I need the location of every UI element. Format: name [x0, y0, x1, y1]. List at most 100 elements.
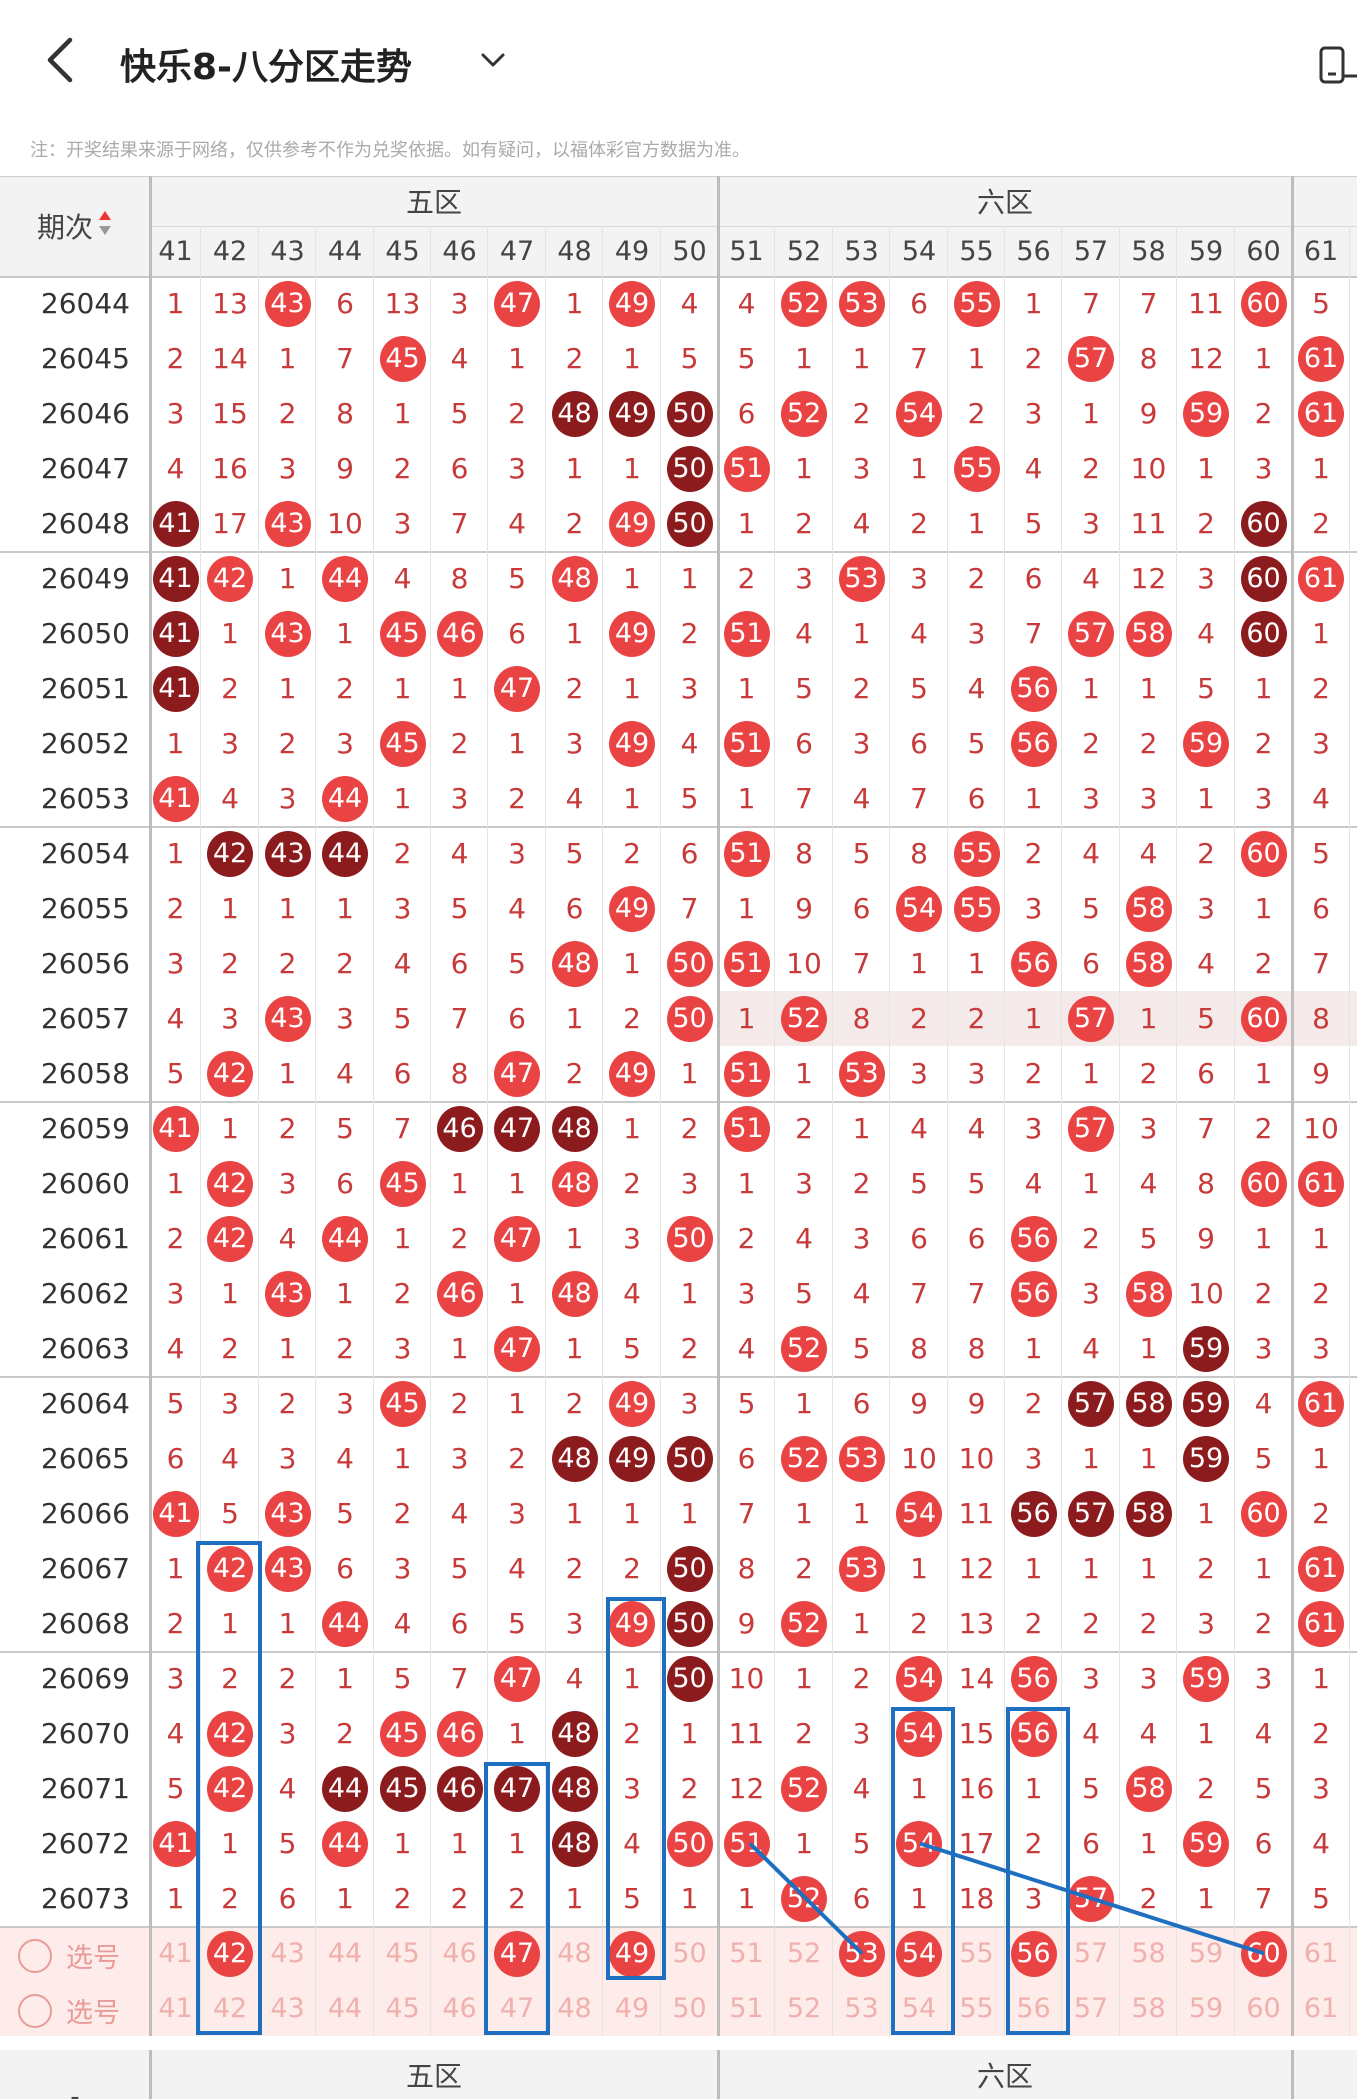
select-row-label[interactable]: 选号: [18, 1991, 120, 2030]
pick-number[interactable]: 51: [729, 1993, 764, 2024]
pick-cell[interactable]: 43: [259, 1926, 316, 1981]
pick-number[interactable]: 49: [614, 1993, 650, 2024]
miss-count: 2: [278, 727, 297, 760]
pick-cell[interactable]: 55: [948, 1926, 1005, 1981]
select-row-label[interactable]: 选号: [18, 1936, 120, 1975]
pick-cell[interactable]: 46: [431, 1926, 488, 1981]
pick-cell[interactable]: 48: [546, 1926, 603, 1981]
pick-number[interactable]: 45: [385, 1993, 420, 2024]
pick-number[interactable]: 48: [557, 1938, 592, 1969]
pick-number[interactable]: 41: [158, 1993, 193, 2024]
number-ball: 51: [723, 720, 770, 767]
pick-number[interactable]: 43: [270, 1938, 305, 1969]
pick-cell[interactable]: 60: [1235, 1981, 1292, 2036]
picked-ball[interactable]: 49: [609, 1930, 655, 1977]
pick-cell[interactable]: 49: [603, 1981, 661, 2036]
pick-number[interactable]: 45: [385, 1938, 420, 1969]
pick-cell[interactable]: 51: [718, 1981, 775, 2036]
pick-cell[interactable]: 42: [201, 1981, 259, 2036]
pick-cell[interactable]: 43: [259, 1981, 316, 2036]
miss-count: 4: [166, 452, 185, 485]
phone-icon[interactable]: [1318, 46, 1357, 86]
picked-ball[interactable]: 56: [1010, 1930, 1057, 1977]
pick-number[interactable]: 52: [786, 1993, 822, 2024]
pick-cell[interactable]: 44: [316, 1926, 374, 1981]
pick-cell[interactable]: 47: [488, 1981, 546, 2036]
select-radio[interactable]: [18, 1938, 52, 1973]
pick-cell[interactable]: 41: [150, 1981, 201, 2036]
pick-cell[interactable]: 59: [1177, 1981, 1235, 2036]
pick-number[interactable]: 57: [1073, 1938, 1109, 1969]
picked-ball[interactable]: 47: [494, 1930, 540, 1977]
pick-number[interactable]: 58: [1131, 1938, 1166, 1969]
pick-cell[interactable]: 55: [948, 1981, 1005, 2036]
pick-number[interactable]: 52: [786, 1938, 822, 1969]
pick-cell[interactable]: 52: [775, 1981, 833, 2036]
pick-cell[interactable]: 56: [1005, 1981, 1062, 2036]
back-arrow-icon[interactable]: [36, 30, 86, 90]
pick-cell[interactable]: 50: [661, 1981, 718, 2036]
pick-number[interactable]: 48: [557, 1993, 592, 2024]
pick-number[interactable]: 55: [959, 1993, 994, 2024]
picked-ball[interactable]: 53: [838, 1930, 885, 1977]
pick-number[interactable]: 42: [212, 1993, 248, 2024]
chevron-down-icon[interactable]: [478, 48, 508, 72]
pick-cell[interactable]: 56: [1005, 1926, 1062, 1981]
pick-number[interactable]: 59: [1188, 1938, 1224, 1969]
pick-cell[interactable]: 59: [1177, 1926, 1235, 1981]
pick-number[interactable]: 53: [844, 1993, 879, 2024]
pick-cell[interactable]: 45: [374, 1926, 431, 1981]
pick-number[interactable]: 46: [442, 1993, 477, 2024]
pick-number[interactable]: 56: [1016, 1993, 1051, 2024]
table-cell: 5: [316, 1486, 374, 1541]
pick-cell[interactable]: 54: [890, 1981, 948, 2036]
pick-number[interactable]: 50: [672, 1938, 707, 1969]
pick-cell[interactable]: 61: [1292, 1981, 1350, 2036]
picked-ball[interactable]: 54: [896, 1930, 942, 1977]
pick-number[interactable]: 47: [499, 1993, 535, 2024]
pick-cell[interactable]: 57: [1062, 1981, 1120, 2036]
pick-number[interactable]: 55: [959, 1938, 994, 1969]
sort-icon[interactable]: [97, 208, 113, 245]
pick-number[interactable]: 60: [1246, 1993, 1281, 2024]
number-ball: 54: [896, 1490, 942, 1537]
pick-cell[interactable]: 48: [546, 1981, 603, 2036]
pick-number[interactable]: 59: [1188, 1993, 1224, 2024]
pick-number[interactable]: 46: [442, 1938, 477, 1969]
pick-cell[interactable]: 46: [431, 1981, 488, 2036]
pick-cell[interactable]: 41: [150, 1926, 201, 1981]
pick-cell[interactable]: 42: [201, 1926, 259, 1981]
pick-cell[interactable]: 53: [833, 1926, 890, 1981]
pick-cell[interactable]: 53: [833, 1981, 890, 2036]
pick-cell[interactable]: 45: [374, 1981, 431, 2036]
pick-cell[interactable]: 54: [890, 1926, 948, 1981]
pick-number[interactable]: 61: [1303, 1993, 1339, 2024]
select-radio[interactable]: [18, 1993, 52, 2028]
pick-number[interactable]: 61: [1303, 1938, 1339, 1969]
pick-number[interactable]: 51: [729, 1938, 764, 1969]
pick-cell[interactable]: 44: [316, 1981, 374, 2036]
pick-cell[interactable]: 61: [1292, 1926, 1350, 1981]
picked-ball[interactable]: 60: [1240, 1930, 1287, 1977]
picked-ball[interactable]: 42: [207, 1930, 253, 1977]
pick-cell[interactable]: 60: [1235, 1926, 1292, 1981]
pick-number[interactable]: 41: [158, 1938, 193, 1969]
period-header[interactable]: 期次: [0, 176, 150, 276]
pick-cell[interactable]: 57: [1062, 1926, 1120, 1981]
pick-cell[interactable]: 52: [775, 1926, 833, 1981]
pick-number[interactable]: 58: [1131, 1993, 1166, 2024]
pick-cell[interactable]: 58: [1120, 1981, 1177, 2036]
pick-cell[interactable]: 49: [603, 1926, 661, 1981]
pick-cell[interactable]: 58: [1120, 1926, 1177, 1981]
pick-number[interactable]: 44: [327, 1993, 363, 2024]
pick-cell[interactable]: 51: [718, 1926, 775, 1981]
pick-number[interactable]: 54: [901, 1993, 937, 2024]
pick-number[interactable]: 50: [672, 1993, 707, 2024]
pick-number[interactable]: 43: [270, 1993, 305, 2024]
table-cell: 50: [661, 1651, 718, 1706]
pick-cell[interactable]: 50: [661, 1926, 718, 1981]
pick-cell[interactable]: 47: [488, 1926, 546, 1981]
pick-number[interactable]: 57: [1073, 1993, 1109, 2024]
table-cell: 1: [259, 551, 316, 606]
pick-number[interactable]: 44: [327, 1938, 363, 1969]
